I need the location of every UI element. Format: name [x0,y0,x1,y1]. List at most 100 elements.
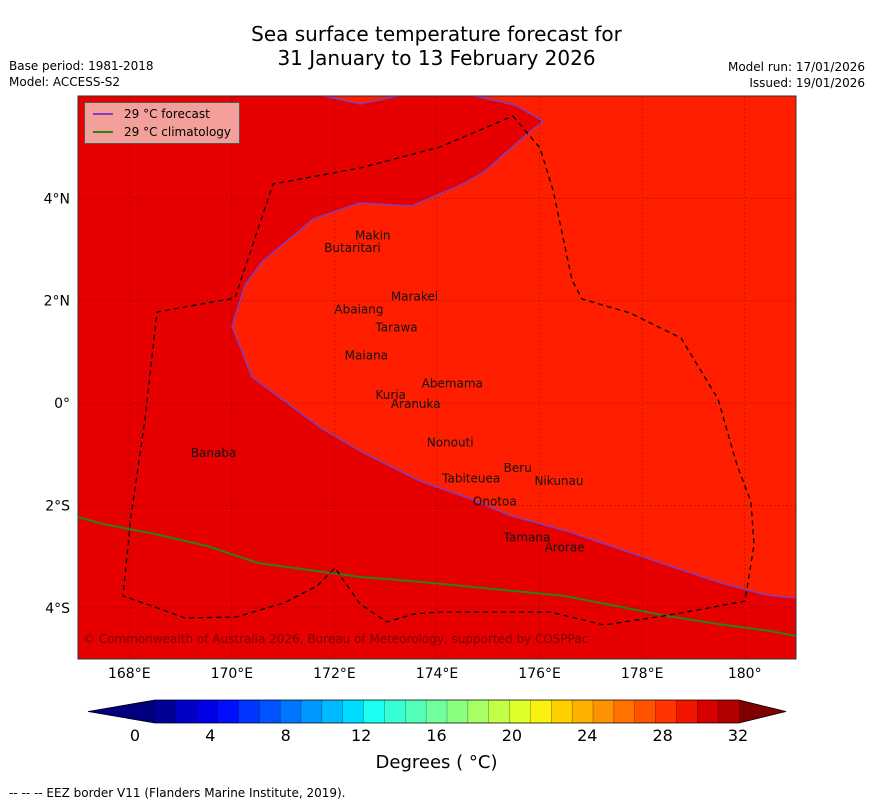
legend-forecast: 29 °C forecast [93,106,210,122]
colorbar-low-extension [88,700,155,723]
colorbar-segment [321,700,344,723]
island-label: Tarawa [374,320,417,334]
colorbar [87,699,787,724]
lat-tick-label: 2°N [44,294,70,310]
colorbar-tick: 32 [728,726,748,745]
colorbar-segment [572,700,594,723]
colorbar-tick: 8 [281,726,291,745]
lat-tick-label: 0° [54,396,70,412]
colorbar-tick: 24 [577,726,597,745]
lat-tick-label: 2°S [45,498,70,514]
map-gridlines [78,96,796,659]
colorbar-segment [384,700,406,723]
colorbar-segment [488,700,511,723]
eez-border [122,115,755,626]
lon-tick-label: 170°E [211,666,254,682]
issued-date: Issued: 19/01/2026 [749,76,865,90]
island-label: Arorae [545,541,585,555]
colorbar-segment [509,700,531,723]
island-label: Maiana [345,349,388,363]
island-label: Abemama [422,377,483,391]
colorbar-segment [467,700,490,723]
colorbar-tick: 12 [351,726,371,745]
colorbar-segment [363,700,385,723]
colorbar-segment [217,700,239,723]
legend-climatology-label: 29 °C climatology [124,125,232,139]
colorbar-segment [718,700,740,723]
meta-right: Model run: 17/01/2026 Issued: 19/01/2026 [728,59,865,91]
colorbar-segment [175,700,198,723]
lat-tick-label: 4°S [45,601,70,617]
eez-note: -- -- -- EEZ border V11 (Flanders Marine… [9,786,346,800]
meta-left: Base period: 1981-2018 Model: ACCESS-S2 [9,58,154,90]
island-label: Abaiang [334,303,383,317]
colorbar-segment [301,700,323,723]
colorbar-segment [697,700,719,723]
colorbar-segment [530,700,552,723]
map-legend: 29 °C forecast 29 °C climatology [84,102,240,144]
colorbar-high-extension [739,700,786,723]
lon-tick-label: 178°E [621,666,664,682]
colorbar-tick-labels: 0 4 8 12 16 20 24 28 32 [130,726,748,745]
colorbar-tick: 20 [502,726,522,745]
island-label: Kuria [375,388,406,402]
colorbar-tick: 4 [205,726,215,745]
colorbar-tick: 16 [426,726,446,745]
lon-tick-label: 168°E [108,666,151,682]
model-run: Model run: 17/01/2026 [727,60,865,74]
island-label: Butaritari [324,241,381,255]
forecast-line-swatch [93,113,113,115]
island-label: Aranuka [391,397,441,411]
legend-forecast-label: 29 °C forecast [124,107,210,121]
latitude-labels: 4°N 2°N 0° 2°S 4°S [44,191,71,616]
title-line-2: 31 January to 13 February 2026 [277,46,596,70]
forecast-29c-contour [231,95,797,599]
island-label: Nonouti [427,436,474,450]
colorbar-segment [551,700,573,723]
legend-climatology: 29 °C climatology [93,124,231,140]
chart-title: Sea surface temperature forecast for 31 … [0,22,873,70]
colorbar-segment [155,700,177,723]
base-period: Base period: 1981-2018 [9,59,154,73]
lon-tick-label: 174°E [416,666,459,682]
colorbar-segment [405,700,427,723]
lon-tick-label: 172°E [313,666,356,682]
model-name: Model: ACCESS-S2 [9,75,121,89]
longitude-labels: 168°E 170°E 172°E 174°E 176°E 178°E 180° [108,666,762,682]
island-label: Makin [355,228,391,242]
colorbar-segment [676,700,698,723]
title-line-1: Sea surface temperature forecast for [251,22,622,46]
island-label: Marakei [391,290,438,304]
colorbar-segment [655,700,677,723]
colorbar-segment [196,700,219,723]
climatology-line-swatch [93,131,113,133]
island-label: Tamana [503,530,551,544]
colorbar-segment [634,700,657,723]
copyright-notice: © Commonwealth of Australia 2026, Bureau… [83,632,589,646]
island-label: Tabiteuea [441,471,500,485]
colorbar-segment [593,700,615,723]
colorbar-segment [613,700,636,723]
lat-tick-label: 4°N [44,191,70,207]
lon-tick-label: 180° [728,666,762,682]
colorbar-segment [238,700,260,723]
colorbar-segment [342,700,365,723]
colorbar-outline [87,699,787,724]
island-label: Beru [504,461,532,475]
colorbar-segment [280,700,302,723]
map-frame [77,95,797,660]
sst-29-forecast-region [232,96,796,598]
lon-tick-label: 176°E [518,666,561,682]
colorbar-segment [426,700,448,723]
island-label: Nikunau [534,474,583,488]
colorbar-label: Degrees ( °C) [375,752,498,773]
climatology-29c-contour [77,516,797,637]
island-label: Onotoa [473,494,517,508]
colorbar-tick: 28 [652,726,672,745]
colorbar-segment [259,700,281,723]
island-label: Banaba [191,446,237,460]
colorbar-tick: 0 [130,726,140,745]
colorbar-segment [447,700,469,723]
